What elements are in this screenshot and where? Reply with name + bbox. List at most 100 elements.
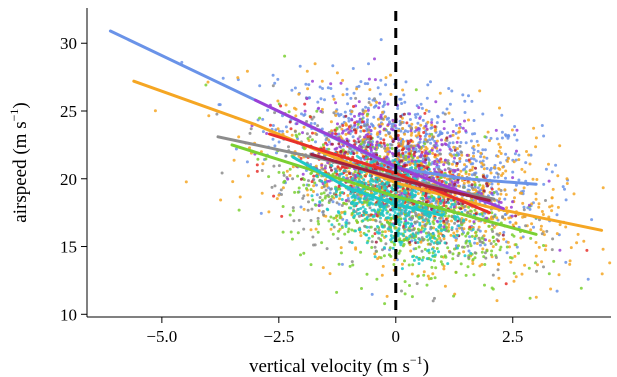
data-point [511,200,514,204]
data-point [204,83,208,87]
data-point [344,150,348,154]
data-point [322,146,326,150]
data-point [428,138,432,142]
data-point [432,196,436,200]
data-point [311,131,314,135]
data-point [341,93,345,97]
data-point [357,100,361,104]
data-point [437,250,440,254]
data-point [473,183,477,187]
data-point [396,234,400,238]
data-point [441,198,445,202]
data-point [404,150,408,154]
data-point [416,227,420,231]
data-point [398,190,402,194]
data-point [349,129,353,133]
data-point [273,144,277,148]
data-point [418,238,422,241]
data-point [336,122,339,126]
data-point [366,106,370,110]
data-point [344,114,348,118]
data-point [537,202,541,206]
data-point [292,219,296,223]
data-point [579,286,583,290]
data-point [432,176,435,180]
data-point [499,192,503,196]
data-point [413,163,417,167]
data-point [448,134,452,138]
data-point [465,153,469,157]
data-point [424,213,428,216]
data-point [361,213,365,217]
data-point [482,167,486,171]
data-point [320,179,323,183]
data-point [386,146,390,150]
data-point [347,150,351,154]
data-point [506,159,510,163]
data-point [443,228,446,232]
data-point [464,129,468,133]
data-point [362,143,366,147]
data-point [342,201,346,205]
data-point [467,172,471,176]
data-point [410,192,414,196]
data-point [400,159,403,163]
data-point [274,128,278,132]
data-point [324,214,328,218]
data-point [483,148,487,152]
data-point [554,163,558,167]
data-point [310,180,314,184]
data-point [309,122,313,125]
data-point [313,181,317,185]
data-point [335,290,339,294]
data-point [470,234,474,238]
data-point [411,216,415,220]
data-point [480,236,484,240]
data-point [421,218,425,222]
data-point [383,115,387,119]
data-point [366,118,369,122]
y-tick-label: 15 [60,238,77,257]
data-point [359,175,363,179]
data-point [352,215,356,219]
data-point [373,210,377,214]
data-point [412,258,416,262]
data-point [401,127,405,130]
data-point [312,184,316,188]
data-point [500,136,504,140]
data-point [380,225,384,228]
data-point [331,94,335,98]
data-point [582,239,586,243]
data-point [469,209,473,213]
data-point [512,160,516,164]
data-point [366,123,369,127]
data-point [473,208,477,212]
data-point [343,212,347,216]
data-point [400,208,404,212]
data-point [499,152,503,155]
data-point [358,200,362,204]
data-point [586,277,590,281]
data-point [480,192,483,196]
data-point [558,223,562,227]
data-point [450,226,454,230]
data-point [390,147,394,150]
data-point [469,251,473,255]
data-point [435,149,439,153]
data-point [423,134,427,138]
data-point [490,187,494,191]
data-point [321,87,324,90]
data-point [457,244,460,248]
data-point [404,225,408,229]
data-point [409,133,413,137]
data-point [494,128,498,132]
data-point [296,190,300,194]
data-point [496,172,500,176]
data-point [419,240,423,244]
data-point [373,227,377,231]
data-point [333,128,337,132]
data-point [557,273,561,277]
data-point [433,153,437,157]
data-point [346,102,350,106]
data-point [297,186,301,190]
